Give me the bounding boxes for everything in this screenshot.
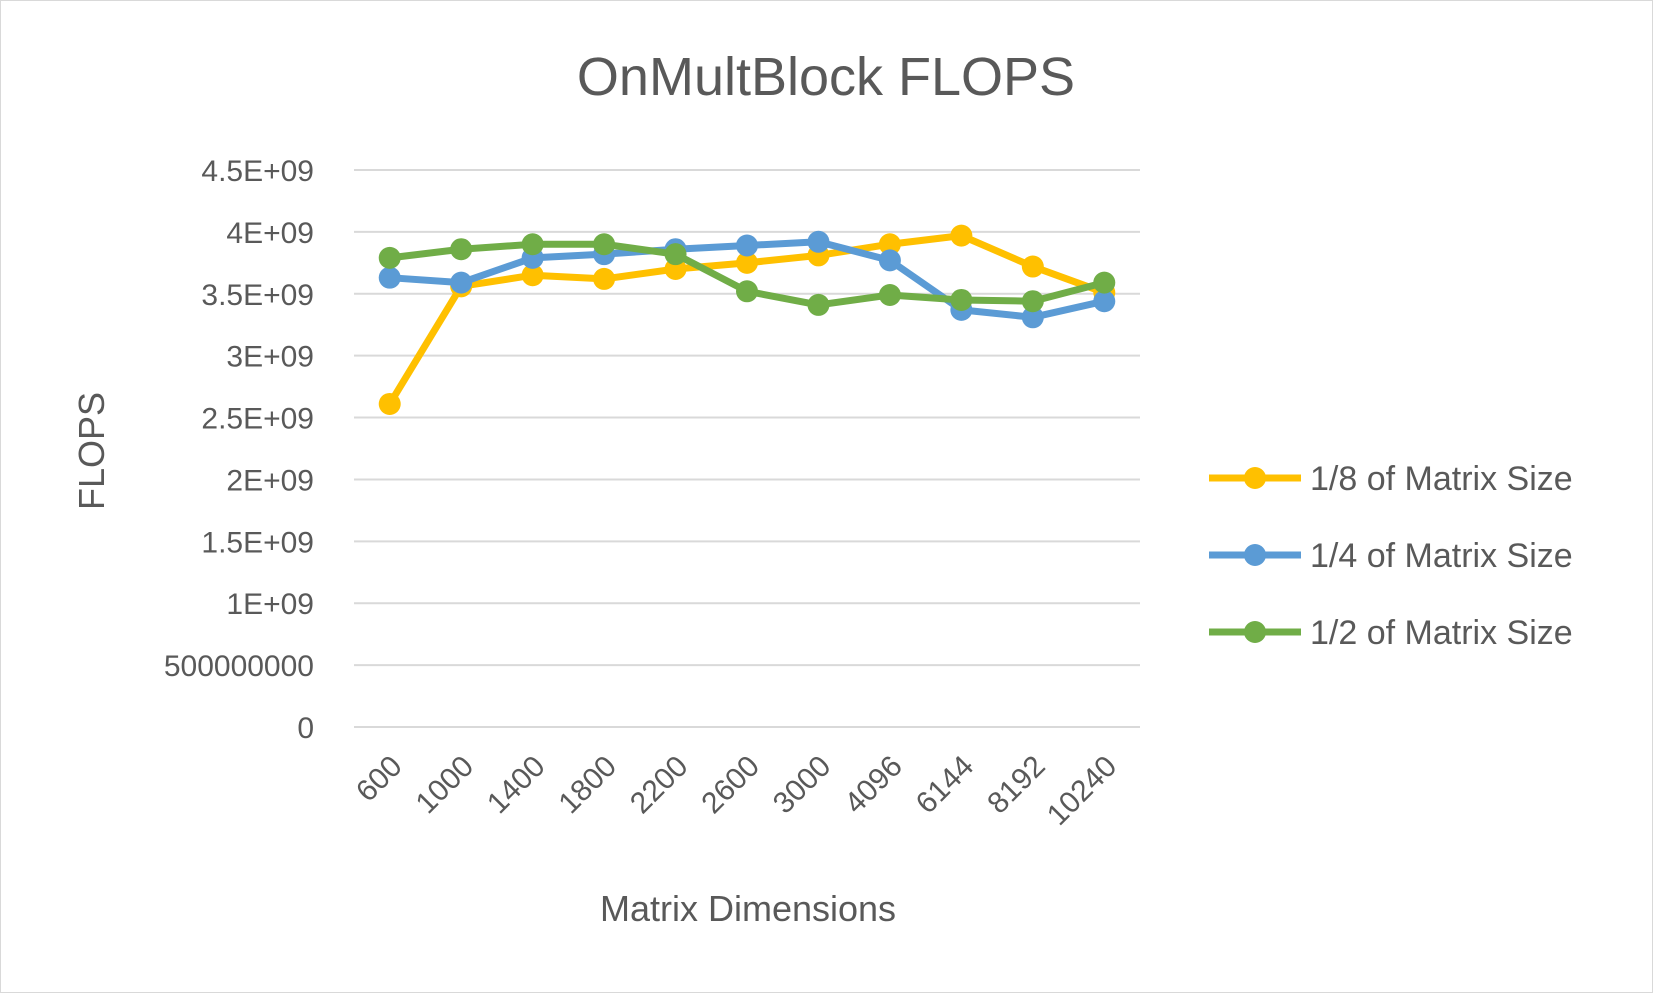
data-point [1093, 271, 1116, 294]
data-point [1093, 290, 1116, 313]
data-point [378, 392, 401, 415]
data-point [1021, 290, 1044, 313]
y-tick-label: 1E+09 [226, 588, 314, 621]
y-tick-label: 2.5E+09 [201, 403, 314, 436]
data-point [878, 249, 901, 272]
y-tick-label: 3.5E+09 [201, 279, 314, 312]
legend-swatch-marker [1244, 621, 1266, 643]
data-point [807, 230, 830, 253]
data-point [736, 251, 758, 274]
y-tick-label: 0 [297, 712, 314, 745]
data-point [378, 246, 401, 269]
x-tick-label: 3000 [767, 750, 838, 821]
data-point [807, 293, 830, 316]
x-tick-label: 2200 [624, 750, 695, 821]
data-point [450, 271, 473, 294]
legend-label: 1/2 of Matrix Size [1310, 614, 1573, 652]
series-lines [378, 224, 1116, 415]
legend-item: 1/4 of Matrix Size [1209, 537, 1573, 575]
legend-item: 1/8 of Matrix Size [1209, 460, 1573, 498]
y-tick-label: 3E+09 [226, 341, 314, 374]
x-tick-label: 1000 [410, 750, 481, 821]
x-axis-tick-labels: 600 1000 1400 1800 2200 2600 3000 4096 6144 81921… [350, 750, 1123, 832]
legend-item: 1/2 of Matrix Size [1209, 614, 1573, 652]
legend: 1/8 of Matrix Size 1/4 of Matrix Size 1/2 … [1209, 460, 1573, 652]
legend-swatch-marker [1244, 467, 1266, 489]
x-tick-label: 600 [350, 750, 409, 809]
data-point [664, 243, 687, 266]
x-tick-label: 1400 [481, 750, 552, 821]
data-point [593, 233, 616, 256]
data-point [1021, 306, 1044, 329]
data-point [378, 266, 401, 289]
x-tick-label: 10240 [1041, 750, 1123, 832]
data-point [950, 224, 973, 247]
y-tick-label: 2E+09 [226, 464, 314, 497]
y-tick-label: 1.5E+09 [201, 526, 314, 559]
data-point [950, 288, 973, 311]
legend-label: 1/4 of Matrix Size [1310, 537, 1573, 575]
data-point [450, 238, 473, 261]
x-axis-title: Matrix Dimensions [600, 888, 896, 929]
x-tick-label: 4096 [838, 750, 909, 821]
y-tick-label: 4E+09 [226, 217, 314, 250]
legend-label: 1/8 of Matrix Size [1310, 460, 1573, 498]
data-point [521, 233, 544, 256]
x-tick-label: 6144 [910, 750, 981, 821]
series-3 [378, 233, 1116, 316]
data-point [1021, 255, 1044, 278]
y-tick-label: 500000000 [164, 650, 314, 683]
data-point [878, 284, 901, 307]
y-axis-title: FLOPS [71, 392, 112, 510]
data-point [593, 267, 616, 290]
y-tick-label: 4.5E+09 [201, 155, 314, 188]
y-axis-tick-labels: 0 500000000 1E+09 1.5E+09 2E+09 2.5E+09 3E+09 3… [164, 155, 314, 745]
legend-swatch-marker [1244, 544, 1266, 566]
data-point [736, 280, 758, 303]
x-tick-label: 1800 [553, 750, 624, 821]
data-point [521, 264, 544, 287]
data-point [736, 234, 758, 257]
series-2 [378, 230, 1116, 329]
data-point [878, 233, 901, 256]
x-tick-label: 2600 [695, 750, 766, 821]
gridlines [354, 169, 1140, 728]
chart-title: OnMultBlock FLOPS [577, 47, 1075, 107]
